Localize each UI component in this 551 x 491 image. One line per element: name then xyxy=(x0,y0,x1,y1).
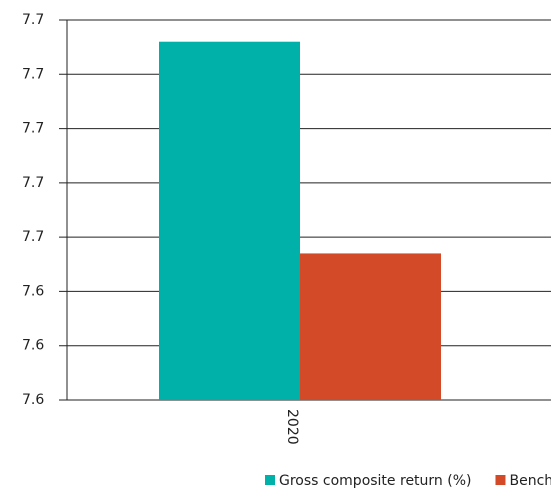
y-tick-label: 7.7 xyxy=(22,175,44,191)
legend-label: Benchmark return (%) xyxy=(509,473,551,489)
y-tick-label: 7.6 xyxy=(22,338,44,354)
y-tick-label: 7.7 xyxy=(22,66,44,82)
legend-label: Gross composite return (%) xyxy=(279,473,471,489)
x-tick-label: 2020 xyxy=(284,409,300,445)
y-tick-label: 7.7 xyxy=(22,229,44,245)
bar xyxy=(159,41,300,400)
y-tick-label: 7.7 xyxy=(22,121,44,137)
bar xyxy=(300,253,441,400)
y-tick-label: 7.7 xyxy=(22,12,44,28)
y-tick-label: 7.6 xyxy=(22,283,44,299)
legend-swatch xyxy=(495,475,506,485)
legend-swatch xyxy=(265,475,275,485)
y-tick-label: 7.6 xyxy=(22,392,44,408)
